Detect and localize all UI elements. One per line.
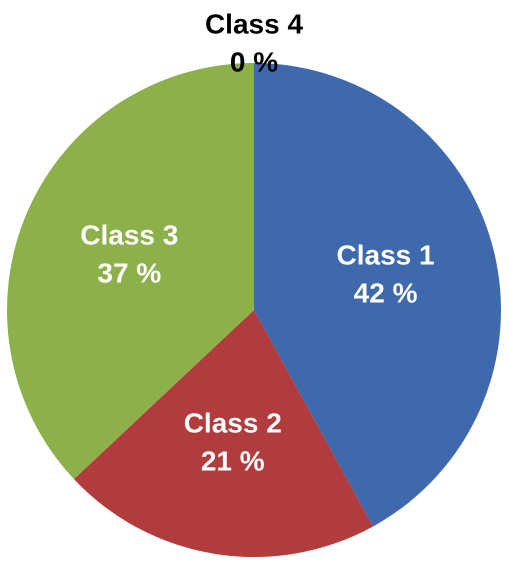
value-label: 37 % (97, 257, 161, 288)
slice-label: Class 4 (205, 8, 303, 39)
slice-label: Class 1 (337, 240, 435, 271)
value-label: 0 % (230, 46, 278, 77)
value-label: 21 % (201, 446, 265, 477)
pie-slice (7, 63, 254, 480)
value-label: 42 % (354, 278, 418, 309)
slice-label: Class 3 (80, 219, 178, 250)
pie-slice (73, 310, 373, 557)
pie-slice (254, 63, 502, 527)
slice-label: Class 2 (184, 408, 282, 439)
